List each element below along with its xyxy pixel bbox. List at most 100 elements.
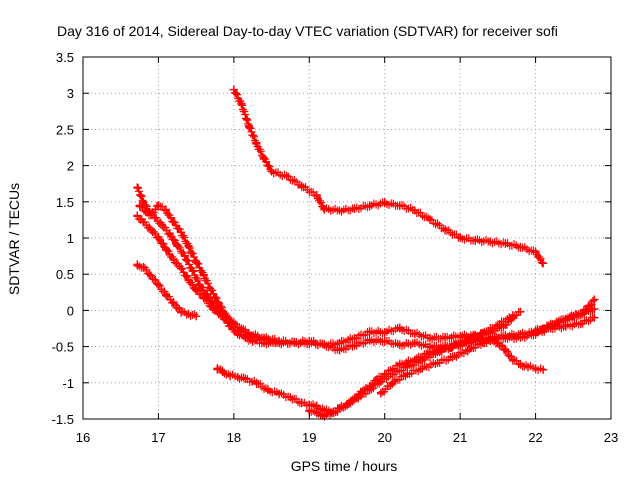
- data-point: [410, 206, 419, 215]
- data-point: [516, 330, 525, 339]
- data-point: [335, 404, 344, 413]
- chart-title: Day 316 of 2014, Sidereal Day-to-day VTE…: [57, 23, 558, 39]
- y-tick-label: 2.5: [56, 122, 74, 137]
- data-point: [218, 367, 227, 376]
- data-point: [350, 394, 359, 403]
- data-point: [456, 341, 465, 350]
- data-point: [161, 206, 170, 215]
- data-point: [297, 181, 306, 190]
- data-point: [365, 201, 374, 210]
- data-point: [350, 205, 359, 214]
- data-point: [260, 154, 269, 163]
- data-point: [486, 237, 495, 246]
- data-point: [554, 317, 563, 326]
- data-point: [561, 315, 570, 324]
- series-markers: [229, 85, 548, 268]
- x-tick-label: 21: [453, 430, 467, 445]
- y-tick-label: 2: [67, 159, 74, 174]
- data-point: [218, 312, 227, 321]
- data-point: [380, 199, 389, 208]
- y-tick-label: -1: [62, 376, 74, 391]
- data-point: [133, 261, 142, 270]
- x-axis-title: GPS time / hours: [291, 458, 398, 474]
- data-point: [133, 183, 142, 192]
- data-point: [343, 400, 351, 409]
- data-point: [478, 329, 487, 338]
- data-point: [305, 406, 314, 415]
- data-point: [380, 328, 389, 337]
- data-point: [229, 85, 238, 94]
- data-point: [263, 386, 272, 395]
- data-point: [441, 333, 450, 342]
- data-point: [403, 370, 412, 379]
- data-point: [203, 291, 212, 300]
- data-point: [154, 234, 163, 242]
- data-point: [493, 320, 502, 329]
- data-point: [169, 255, 178, 264]
- data-point: [312, 192, 321, 201]
- series-sat-i: [531, 295, 599, 335]
- data-point: [388, 378, 397, 387]
- y-tick-label: 0.5: [56, 267, 74, 282]
- data-point: [241, 333, 250, 342]
- data-point: [177, 264, 186, 273]
- y-tick-label: -1.5: [52, 412, 74, 427]
- data-point: [320, 205, 329, 214]
- data-point: [312, 409, 321, 418]
- data-point: [282, 172, 291, 181]
- data-point: [395, 360, 404, 369]
- data-point: [456, 234, 465, 242]
- data-point: [252, 378, 261, 387]
- x-tick-label: 17: [151, 430, 165, 445]
- data-point: [180, 252, 189, 261]
- y-tick-label: 1: [67, 231, 74, 246]
- data-point: [531, 326, 540, 335]
- data-point: [524, 362, 533, 371]
- data-point: [373, 375, 382, 384]
- data-point: [177, 228, 186, 237]
- data-point: [471, 336, 480, 345]
- data-point: [143, 208, 152, 217]
- data-point: [320, 411, 329, 420]
- data-point: [358, 387, 367, 396]
- data-point: [207, 286, 216, 295]
- data-point: [286, 393, 295, 402]
- data-point: [539, 324, 548, 333]
- data-point: [192, 286, 201, 295]
- data-point: [327, 409, 336, 418]
- x-tick-label: 16: [76, 430, 90, 445]
- data-point: [456, 331, 465, 340]
- data-point: [146, 271, 155, 280]
- data-point: [441, 225, 450, 234]
- data-point: [139, 218, 148, 227]
- data-point: [350, 341, 359, 350]
- data-point: [380, 370, 389, 379]
- data-point: [161, 290, 170, 299]
- data-point: [188, 266, 197, 275]
- data-point: [297, 399, 306, 408]
- data-point: [177, 307, 186, 316]
- data-point: [350, 333, 359, 342]
- axis-ticks: 16 17 18 19 20 21 22 23 -1.5 -1 -0.5 0 0.5 1 1.5 2 2.5 3 3…: [52, 50, 619, 445]
- series-sat-e: [133, 260, 201, 321]
- data-point: [335, 338, 344, 347]
- data-point: [493, 338, 502, 347]
- data-series: [133, 85, 599, 421]
- data-point: [410, 338, 419, 347]
- data-point: [531, 364, 540, 373]
- data-point: [395, 324, 404, 333]
- data-point: [516, 242, 525, 251]
- data-point: [546, 320, 555, 329]
- data-point: [139, 262, 148, 271]
- data-point: [237, 100, 246, 109]
- x-tick-label: 20: [377, 430, 391, 445]
- data-point: [365, 336, 374, 345]
- data-point: [410, 355, 419, 364]
- data-point: [233, 329, 242, 338]
- data-point: [376, 389, 385, 398]
- x-tick-label: 23: [604, 430, 618, 445]
- data-point: [576, 319, 585, 328]
- data-point: [365, 328, 374, 337]
- data-point: [233, 373, 242, 382]
- series-sat-f: [213, 307, 525, 417]
